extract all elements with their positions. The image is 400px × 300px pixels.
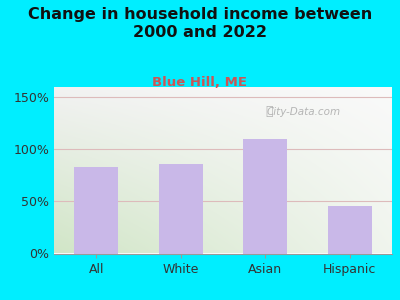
Text: Change in household income between
2000 and 2022: Change in household income between 2000 … [28, 8, 372, 40]
Text: City-Data.com: City-Data.com [267, 107, 341, 117]
Bar [159, 164, 203, 254]
Text: Blue Hill, ME: Blue Hill, ME [152, 76, 248, 89]
Bar [243, 139, 287, 254]
Bar [74, 167, 118, 254]
Bar [328, 206, 372, 254]
Text: ⓘ: ⓘ [265, 105, 272, 118]
